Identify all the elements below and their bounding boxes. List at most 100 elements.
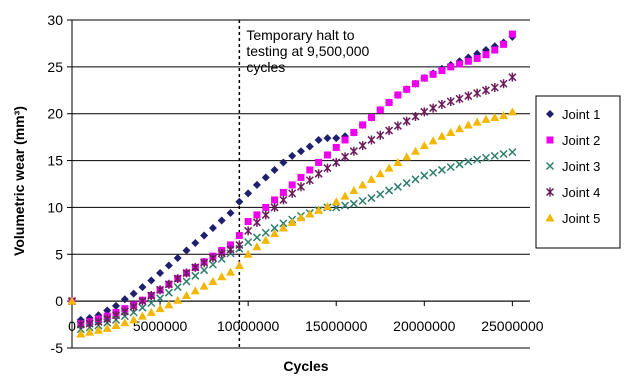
data-point [235,197,244,206]
data-point [182,277,191,286]
data-point [288,181,296,189]
data-point [182,291,191,300]
data-point [376,130,385,140]
y-tick-label: -5 [51,340,64,356]
data-point [217,248,226,258]
data-point [234,261,244,270]
x-tick-labels: 0 5000000 10000000 15000000 20000000 25000000 [68,318,544,334]
data-point [429,168,438,177]
data-point [341,152,350,162]
data-point [244,189,253,198]
data-point [375,169,385,178]
data-point [138,296,147,306]
data-point [376,190,385,199]
data-point [490,112,500,121]
data-point [288,151,297,160]
data-point [332,134,341,143]
data-point [287,217,297,226]
data-point [472,117,482,126]
data-point [403,85,411,93]
data-point [393,121,402,131]
data-point [464,91,473,101]
data-point [385,186,394,195]
legend-marker [546,136,554,144]
data-point [508,148,517,157]
data-point [200,231,209,240]
data-point [208,276,218,285]
data-point [208,224,217,233]
y-tick-label: 25 [47,59,63,75]
data-point [446,127,456,136]
data-point [322,201,332,210]
x-tick-label: 0 [68,318,76,334]
data-point [261,210,270,220]
legend-marker [546,110,554,118]
data-point [190,286,200,295]
data-point [508,30,516,38]
data-point [252,217,261,227]
data-point [112,310,121,320]
data-point [226,267,236,276]
data-point [271,196,279,204]
data-point [120,295,129,304]
data-point [349,199,358,208]
data-point [262,203,270,211]
data-point [244,226,253,236]
data-point [244,238,253,247]
data-point [393,182,402,191]
data-point [429,103,438,113]
x-tick-label: 20000000 [393,318,456,334]
data-point [411,146,420,155]
data-point [252,242,262,251]
data-point [173,274,182,284]
data-point [138,303,147,312]
data-point [103,306,112,315]
data-point [473,54,481,62]
data-point [217,272,227,281]
data-point [129,315,139,324]
legend-marker [545,161,555,171]
data-point [200,266,209,275]
data-point [173,283,182,292]
data-point [350,128,358,136]
data-point [279,195,288,205]
data-point [200,258,209,268]
data-point [76,320,85,330]
data-point [367,194,376,203]
x-axis-title: Cycles [283,358,328,374]
data-point [279,158,288,167]
data-point [446,163,455,172]
data-point [227,241,235,249]
data-point [323,134,332,143]
x-tick-label: 5000000 [133,318,188,334]
data-point [208,253,217,263]
y-tick-label: 0 [55,293,63,309]
data-point [341,201,350,210]
data-point [463,120,473,129]
data-point [314,205,324,214]
data-point [314,135,323,144]
data-point [155,304,165,313]
data-point [297,173,305,181]
data-point [446,97,455,107]
data-point [235,232,243,240]
data-point [147,298,156,308]
data-point [419,141,429,150]
data-point [261,235,271,244]
data-point [341,136,349,144]
data-point [473,155,482,164]
data-point [411,175,420,184]
data-point [102,323,112,332]
data-point [288,188,297,198]
data-point [191,239,200,248]
data-point [164,288,173,297]
data-point [76,329,86,338]
data-point [490,151,499,160]
data-point [437,99,446,109]
data-point [173,295,183,304]
data-point [437,165,446,174]
data-point [182,268,191,278]
data-point [270,202,279,212]
data-point [402,152,412,161]
data-point [456,60,464,68]
